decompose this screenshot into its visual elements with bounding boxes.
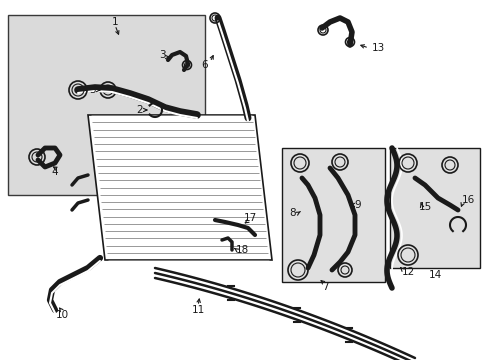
Text: 10: 10 xyxy=(55,310,68,320)
Text: 4: 4 xyxy=(52,167,58,177)
Bar xyxy=(389,148,479,268)
Text: 1: 1 xyxy=(111,17,118,27)
Text: 16: 16 xyxy=(461,195,474,205)
Text: 7: 7 xyxy=(321,282,327,292)
Polygon shape xyxy=(88,115,271,260)
Text: 5: 5 xyxy=(89,85,96,95)
Text: 18: 18 xyxy=(235,245,248,255)
Text: 3: 3 xyxy=(159,50,165,60)
Polygon shape xyxy=(8,15,204,195)
Text: 14: 14 xyxy=(427,270,441,280)
Text: 2: 2 xyxy=(137,105,143,115)
Text: 13: 13 xyxy=(370,43,384,53)
Text: 9: 9 xyxy=(354,200,361,210)
Text: 11: 11 xyxy=(191,305,204,315)
Text: 8: 8 xyxy=(289,208,296,218)
Text: 15: 15 xyxy=(418,202,431,212)
Text: 6: 6 xyxy=(201,60,208,70)
Text: 17: 17 xyxy=(243,213,256,223)
Text: 12: 12 xyxy=(401,267,414,277)
Bar xyxy=(282,148,384,282)
